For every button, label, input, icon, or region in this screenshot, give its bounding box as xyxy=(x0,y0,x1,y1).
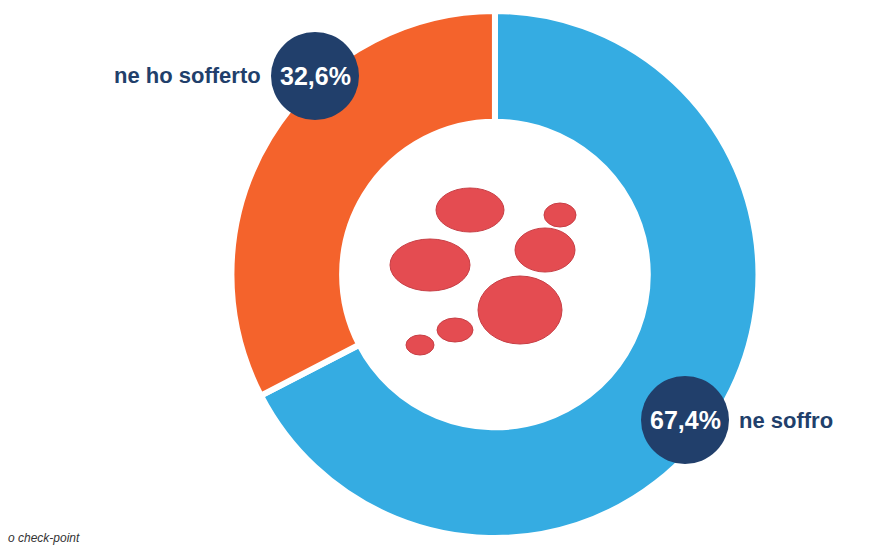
svg-text:ne soffro: ne soffro xyxy=(739,408,833,433)
svg-text:32,6%: 32,6% xyxy=(280,62,351,90)
svg-text:ne ho sofferto: ne ho sofferto xyxy=(114,63,261,88)
svg-text:67,4%: 67,4% xyxy=(650,406,721,434)
svg-text:o check-point: o check-point xyxy=(8,531,80,545)
